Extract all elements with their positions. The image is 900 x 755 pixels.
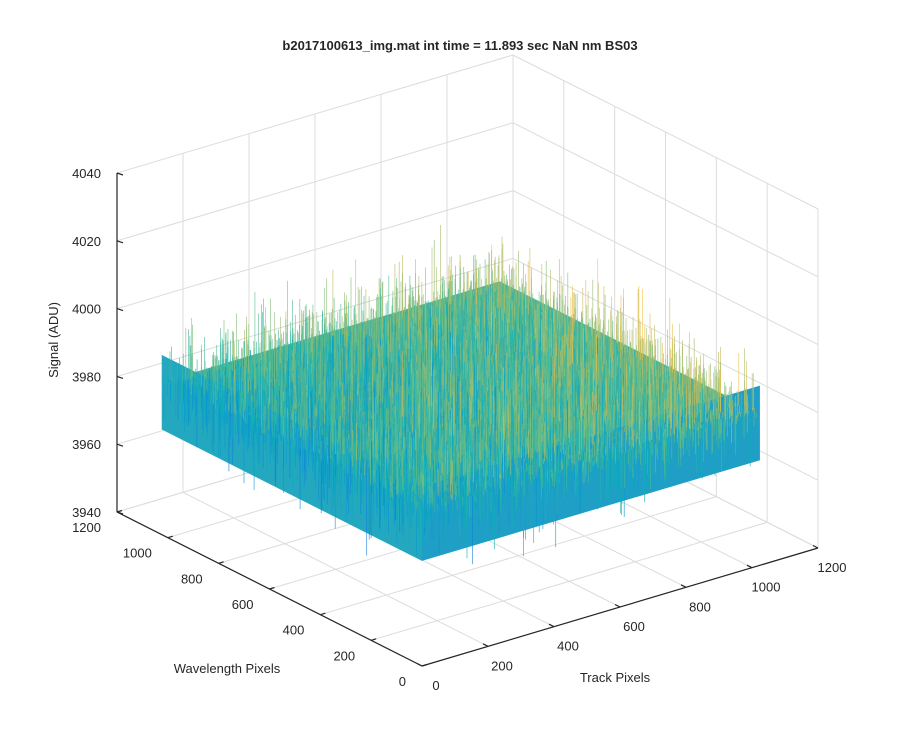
surface-plot: 0200400600800100012000200400600800100012… <box>0 0 900 750</box>
